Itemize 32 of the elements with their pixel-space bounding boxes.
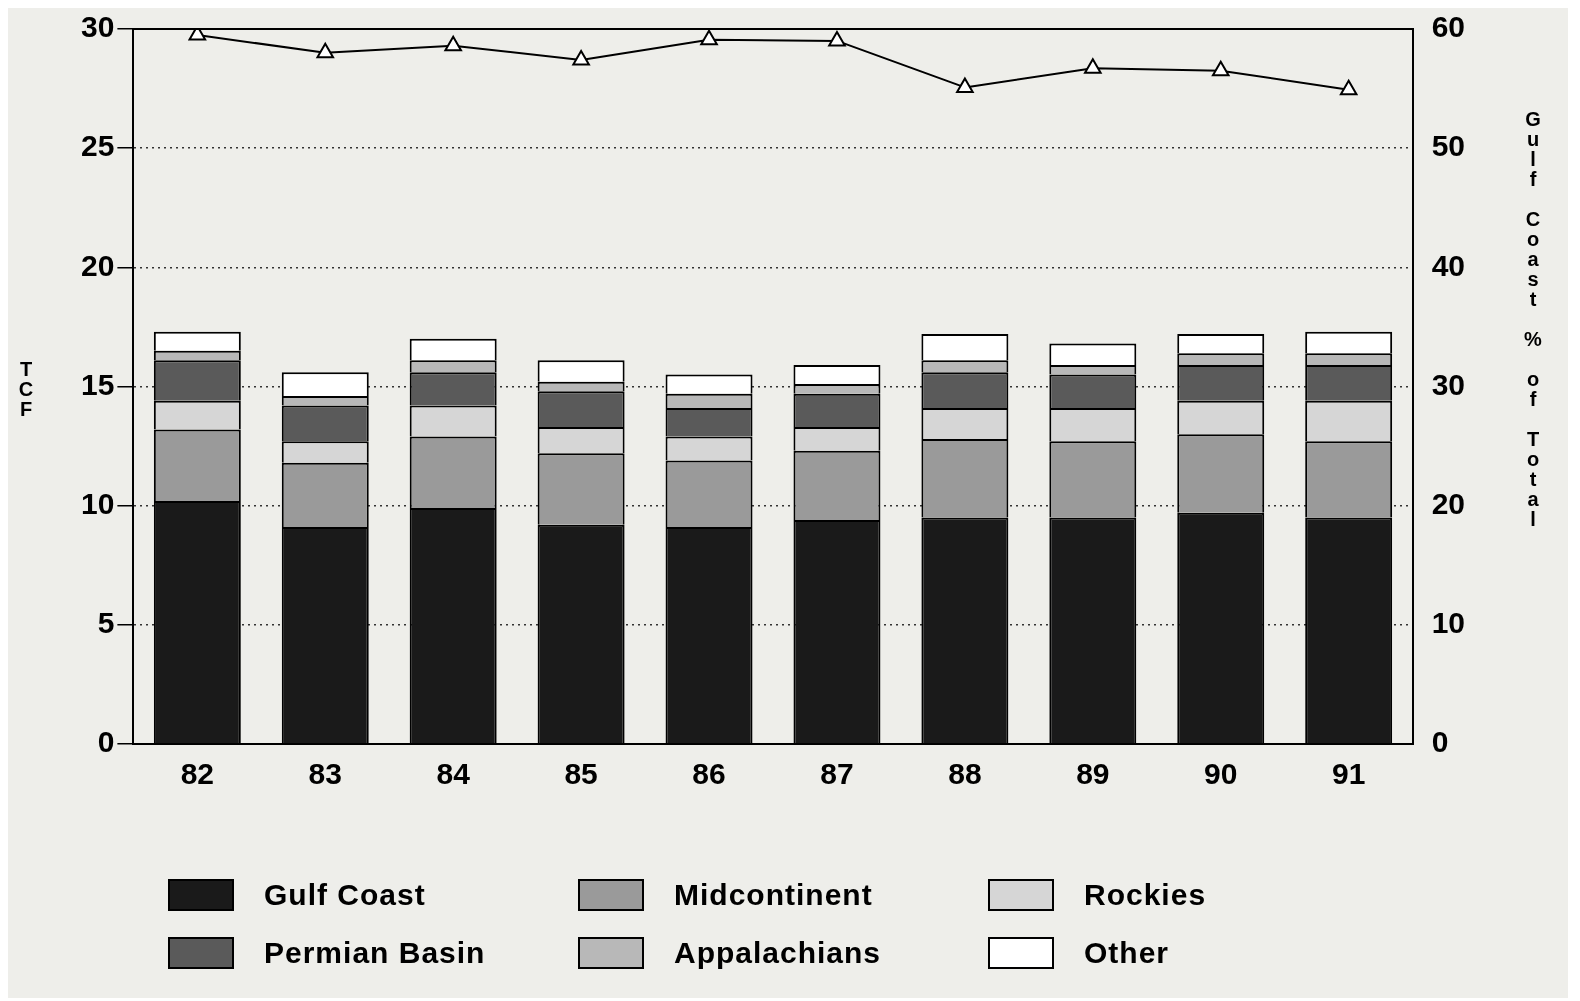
y-tick-label: 25: [80, 129, 115, 163]
x-tick-label: 86: [692, 757, 726, 791]
y-axis-title: TCF: [14, 358, 37, 418]
legend-label: Appalachians: [674, 936, 882, 970]
y-tick-label: 15: [80, 367, 115, 401]
y-tick-label: 0: [97, 725, 115, 759]
y2-tick-label: 60: [1431, 10, 1466, 44]
y-tick-label: 10: [80, 486, 115, 520]
x-tick-label: 90: [1204, 757, 1238, 791]
y2-tick-label: 50: [1431, 129, 1466, 163]
y2-tick-label: 10: [1431, 606, 1466, 640]
x-tick-label: 87: [820, 757, 854, 791]
x-tick-label: 88: [948, 757, 982, 791]
y-tick-label: 20: [80, 248, 115, 282]
legend-label: Midcontinent: [674, 878, 873, 912]
x-tick-label: 89: [1076, 757, 1110, 791]
legend-label: Permian Basin: [264, 936, 486, 970]
x-tick-label: 82: [180, 757, 215, 791]
y2-axis-title: Gulf Coast % of Total: [1522, 108, 1544, 528]
y2-tick-label: 0: [1431, 725, 1449, 759]
x-tick-label: 83: [308, 757, 342, 791]
x-tick-label: 91: [1331, 757, 1366, 791]
y2-tick-label: 20: [1431, 486, 1466, 520]
y2-tick-label: 40: [1431, 248, 1466, 282]
y-tick-label: 30: [80, 10, 115, 44]
legend-label: Other: [1084, 936, 1170, 970]
legend-label: Rockies: [1084, 878, 1207, 912]
x-tick-label: 84: [436, 757, 471, 791]
x-tick-label: 85: [564, 757, 598, 791]
y2-tick-label: 30: [1431, 367, 1466, 401]
y-tick-label: 5: [97, 606, 115, 640]
legend-label: Gulf Coast: [264, 878, 426, 912]
